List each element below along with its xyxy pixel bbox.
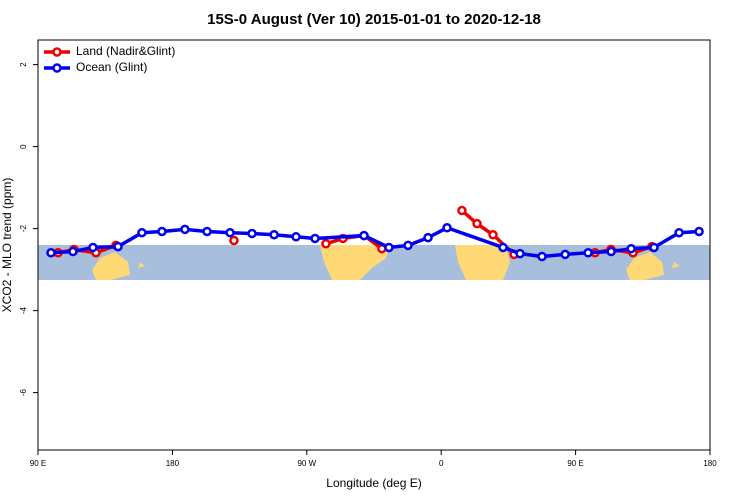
point <box>291 232 301 242</box>
x-tick-label: 180 <box>166 459 180 468</box>
point <box>46 248 56 258</box>
point <box>649 242 659 253</box>
plot-frame <box>37 39 711 451</box>
point <box>694 226 704 237</box>
legend-label: Ocean (Glint) <box>76 60 147 74</box>
point <box>157 226 167 237</box>
point <box>583 248 593 258</box>
y-tick-label: 0 <box>19 144 28 149</box>
point <box>384 242 394 253</box>
legend-marker <box>52 63 62 73</box>
y-axis-label: XCO2 - MLO trend (ppm) <box>0 178 14 313</box>
chart-title: 15S-0 August (Ver 10) 2015-01-01 to 2020… <box>207 11 541 28</box>
x-tick-label: 90 W <box>297 459 316 468</box>
point <box>442 223 452 233</box>
point <box>202 226 212 237</box>
point <box>403 240 413 251</box>
x-tick-label: 180 <box>703 459 717 468</box>
point <box>225 227 235 238</box>
x-axis-label: Longitude (deg E) <box>326 476 421 490</box>
legend-marker <box>52 47 62 57</box>
y-tick-label: 2 <box>19 62 28 67</box>
x-tick-label: 0 <box>439 459 444 468</box>
point <box>457 205 467 216</box>
point <box>472 218 482 229</box>
point <box>626 243 636 254</box>
legend-label: Land (Nadir&Glint) <box>76 44 175 58</box>
point <box>498 242 508 253</box>
point <box>488 230 498 240</box>
point <box>247 228 257 239</box>
point <box>674 227 684 238</box>
point <box>180 224 190 235</box>
point <box>137 227 147 238</box>
y-tick-label: -2 <box>19 224 28 232</box>
point <box>321 239 331 249</box>
x-tick-label: 90 E <box>30 459 46 468</box>
point <box>515 248 525 259</box>
point <box>310 233 320 244</box>
point <box>423 232 433 243</box>
x-tick-label: 90 E <box>567 459 583 468</box>
point <box>229 235 239 246</box>
point <box>269 230 279 240</box>
series-line <box>50 225 700 259</box>
point <box>560 249 570 260</box>
point <box>359 230 369 241</box>
point <box>68 246 78 257</box>
point <box>606 246 616 257</box>
point <box>537 251 547 262</box>
y-tick-label: -6 <box>19 388 28 396</box>
y-tick-label: -4 <box>19 306 28 314</box>
point <box>88 242 98 253</box>
point <box>113 241 123 252</box>
